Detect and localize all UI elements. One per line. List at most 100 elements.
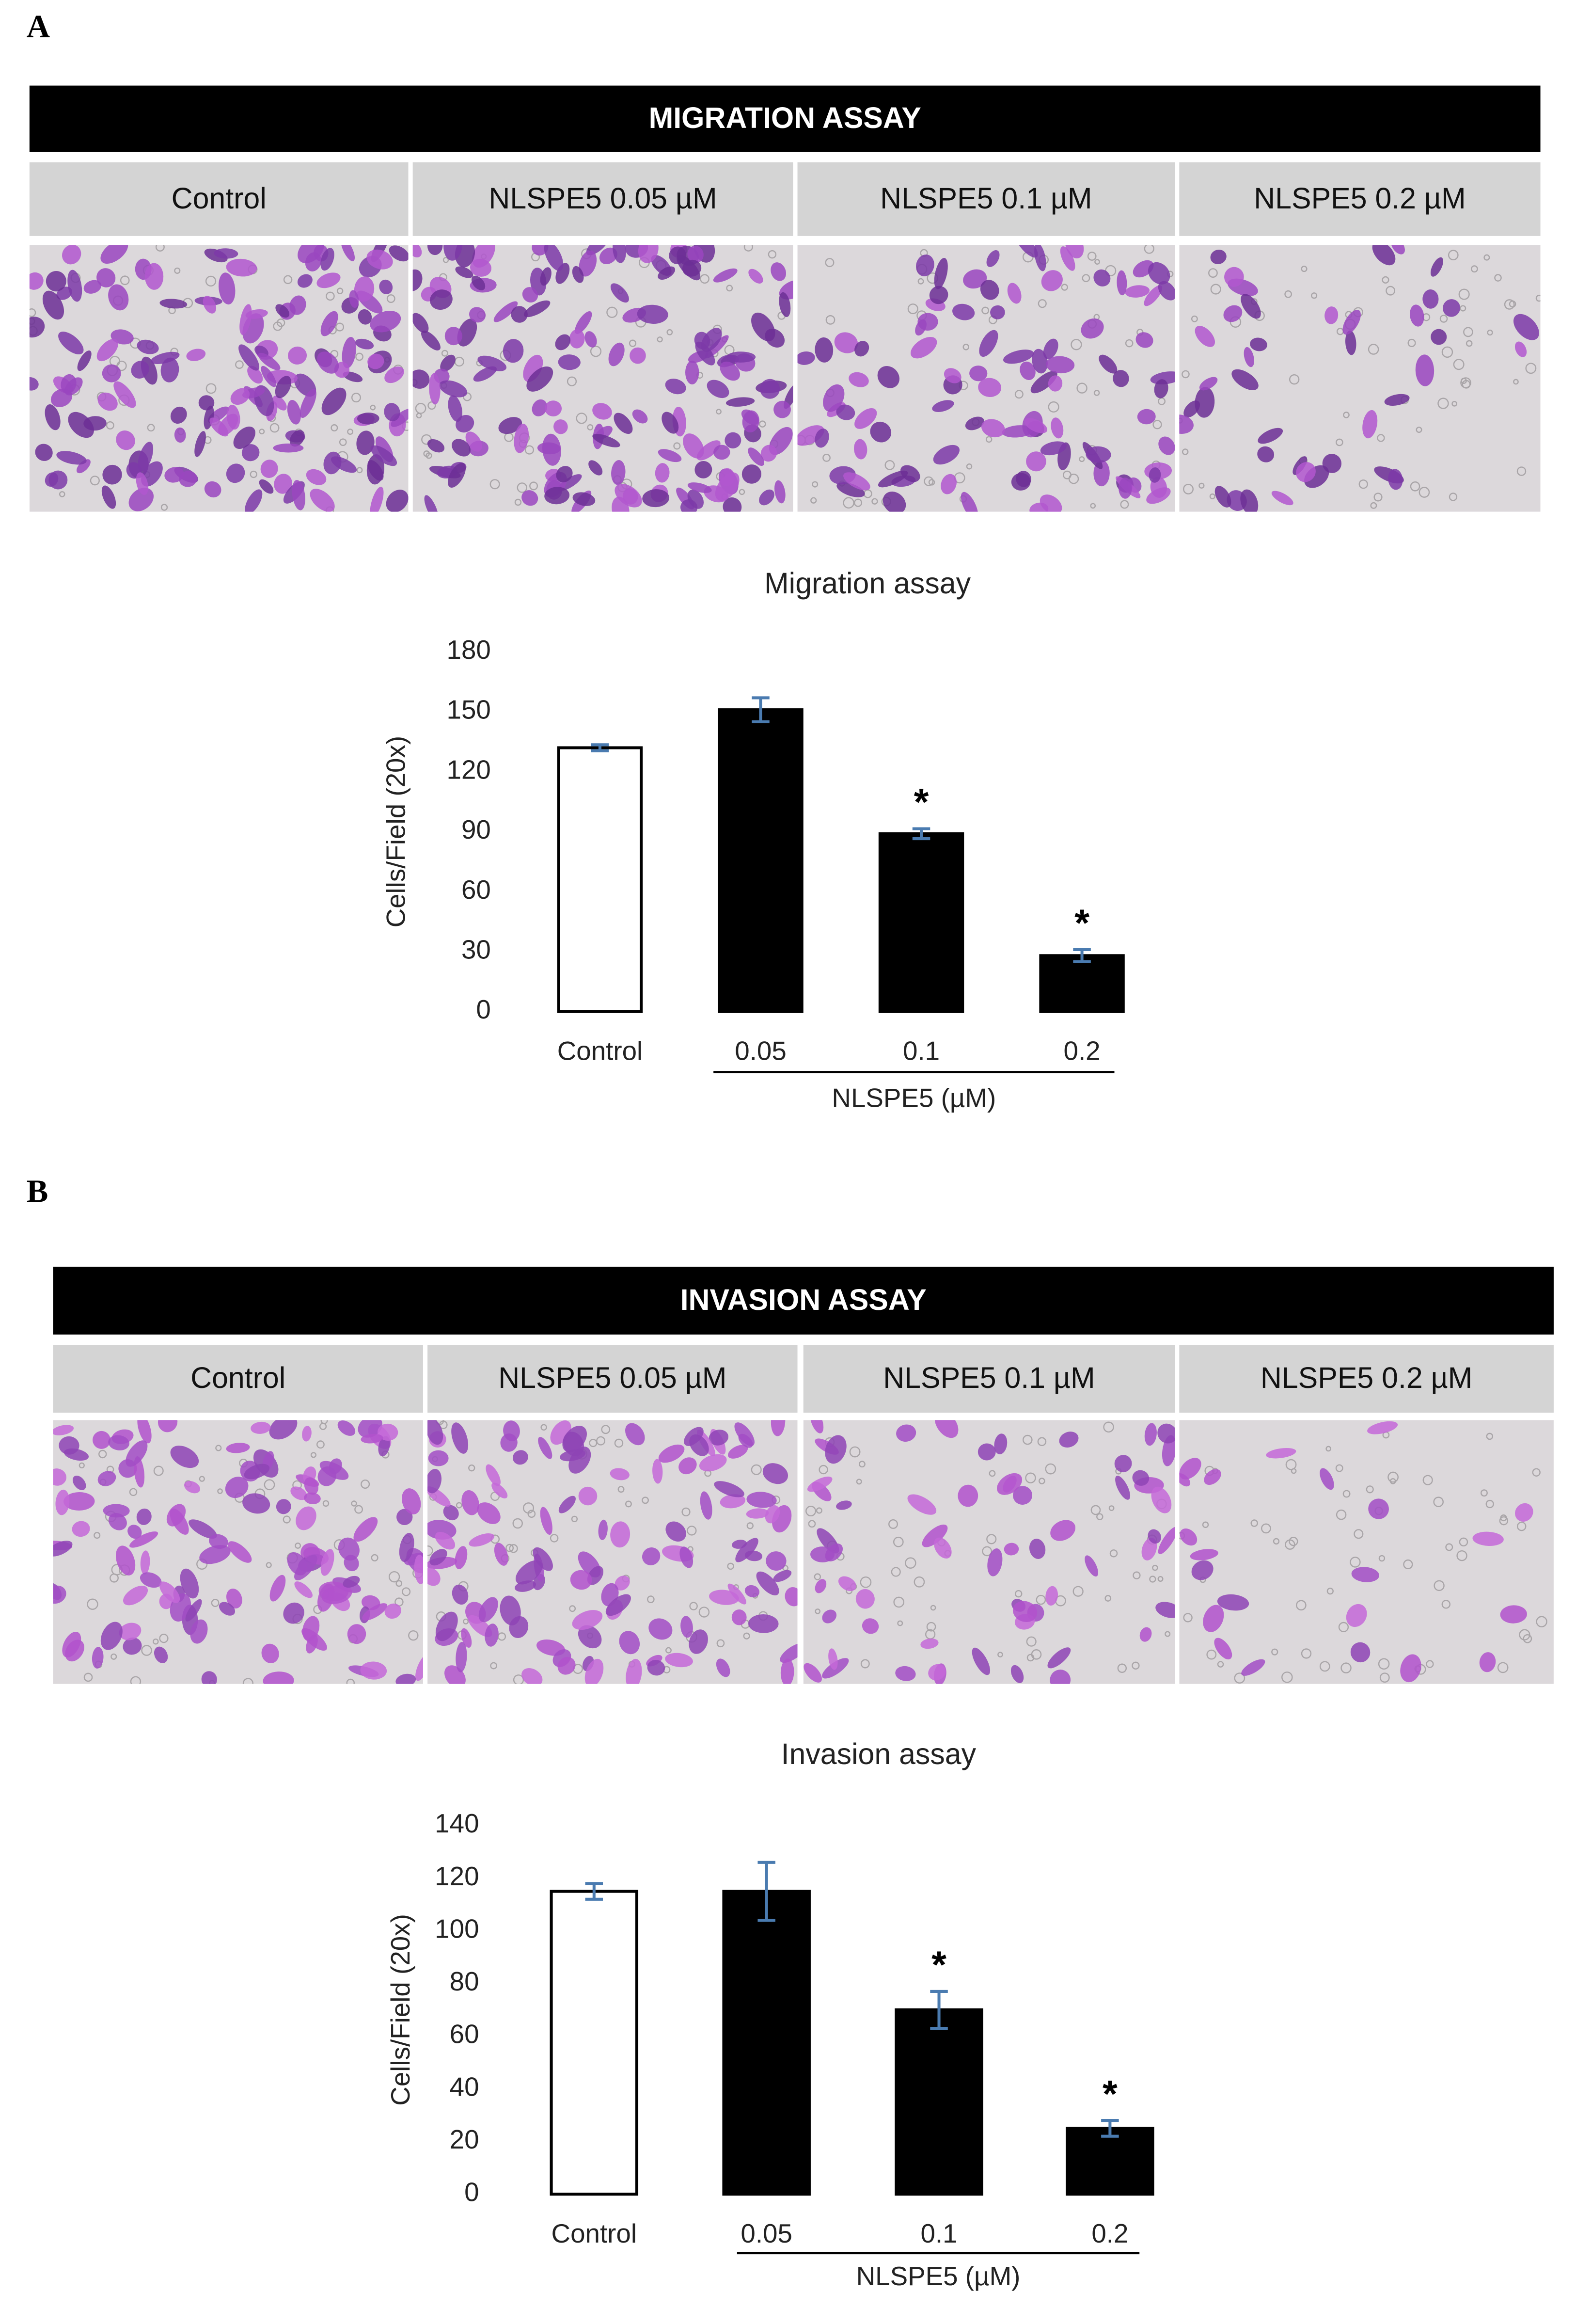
cell: [1034, 245, 1046, 271]
cell: [320, 1549, 334, 1576]
cell: [455, 1546, 468, 1570]
cell: [274, 474, 292, 494]
error-bar: [912, 827, 930, 841]
cell: [1050, 1670, 1071, 1684]
pore: [856, 1479, 862, 1485]
cell: [443, 1505, 459, 1521]
pore: [356, 467, 363, 474]
cell: [622, 488, 638, 505]
cell: [401, 1488, 421, 1514]
pore: [1117, 1663, 1127, 1673]
cell: [685, 360, 699, 384]
cell: [159, 299, 188, 309]
pore: [283, 1515, 291, 1524]
cell: [678, 1457, 697, 1475]
pore: [1108, 1505, 1115, 1511]
pore: [1261, 1523, 1271, 1534]
error-bar: [1073, 948, 1091, 963]
cell: [92, 1647, 104, 1669]
pore: [98, 1449, 107, 1459]
cell: [238, 344, 260, 371]
error-bar: [1101, 2119, 1119, 2138]
pore: [529, 481, 538, 491]
cell: [836, 404, 855, 420]
cell: [652, 1459, 663, 1484]
cell: [399, 1532, 414, 1562]
pore: [1497, 1662, 1509, 1673]
cell: [877, 366, 900, 388]
cell: [725, 432, 741, 449]
column-header: [1179, 162, 1541, 236]
pore: [1460, 305, 1466, 312]
cell: [360, 1661, 387, 1680]
cell: [108, 1513, 127, 1530]
pore: [259, 429, 265, 435]
cell: [378, 1436, 390, 1457]
cell: [53, 1468, 66, 1486]
cell: [836, 482, 865, 497]
cell: [273, 395, 287, 411]
cell: [412, 245, 422, 257]
cell: [306, 469, 327, 485]
pore: [1198, 482, 1205, 489]
pore: [590, 346, 602, 357]
pore: [155, 245, 165, 252]
pore: [614, 1438, 624, 1448]
pore: [576, 413, 587, 424]
cell: [1195, 326, 1215, 347]
pore: [1152, 1564, 1158, 1571]
cell: [658, 1444, 685, 1463]
pore: [361, 1479, 370, 1489]
cell: [471, 275, 486, 290]
cell: [1012, 1486, 1033, 1505]
pore: [567, 376, 577, 386]
cell: [632, 409, 648, 424]
pore: [1093, 390, 1100, 396]
cell: [854, 341, 869, 357]
cell: [245, 489, 263, 512]
pore: [1449, 493, 1458, 501]
pore: [1301, 266, 1308, 272]
cell: [1296, 462, 1316, 482]
cell: [1410, 304, 1424, 327]
pore: [463, 392, 472, 401]
pore: [1519, 1629, 1530, 1640]
pore: [147, 424, 155, 432]
pore: [907, 303, 918, 315]
cell: [1132, 1470, 1150, 1486]
pore: [441, 350, 448, 357]
pore: [700, 274, 709, 284]
pore: [1368, 344, 1379, 355]
significance-mark: *: [931, 1943, 946, 1986]
cell: [321, 387, 347, 415]
cell: [1148, 1529, 1161, 1544]
bar: [878, 832, 964, 1013]
column-header: [412, 162, 793, 236]
cell: [448, 395, 462, 422]
column-header: [797, 162, 1175, 236]
pore: [59, 491, 65, 497]
cell: [367, 460, 384, 481]
pore: [1191, 315, 1198, 322]
cell: [922, 1524, 948, 1547]
pore: [739, 489, 745, 495]
cell: [259, 479, 274, 494]
pore: [849, 1446, 861, 1458]
cell: [56, 451, 87, 465]
cell: [1119, 478, 1132, 499]
cell: [773, 1570, 792, 1582]
pore: [589, 1439, 598, 1448]
pore: [1377, 434, 1385, 442]
cell: [807, 1476, 833, 1492]
pore: [1379, 1672, 1390, 1683]
cell: [1158, 1527, 1175, 1555]
pore: [415, 403, 426, 414]
cell: [1093, 269, 1111, 287]
pore: [79, 1462, 85, 1469]
bar: [722, 1890, 811, 2196]
cell: [665, 379, 686, 395]
cell: [64, 1448, 89, 1461]
pore: [1389, 1478, 1396, 1484]
cell: [836, 1500, 852, 1510]
pore: [1301, 1648, 1312, 1659]
